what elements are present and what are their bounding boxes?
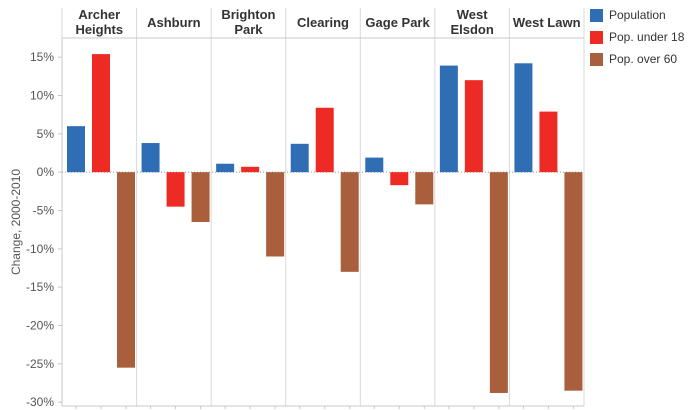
legend-item: Pop. over 60 xyxy=(590,50,700,68)
y-tick-label: 15% xyxy=(30,50,54,64)
bar xyxy=(92,54,110,173)
bar xyxy=(117,172,135,368)
legend-item: Pop. under 18 xyxy=(590,28,700,46)
bar xyxy=(564,172,583,391)
legend-label: Population xyxy=(609,8,666,22)
bar xyxy=(415,172,434,205)
bar xyxy=(464,80,483,173)
category-header: Archer xyxy=(78,7,120,22)
y-tick-label: -10% xyxy=(26,242,54,256)
y-tick-label: 5% xyxy=(37,127,55,141)
y-axis-label: Change, 2000-2010 xyxy=(9,169,23,275)
y-tick-label: -30% xyxy=(26,395,54,409)
bar xyxy=(67,126,85,173)
category-header: Gage Park xyxy=(365,15,430,30)
category-header: Elsdon xyxy=(450,22,493,37)
bar xyxy=(539,111,558,173)
bar xyxy=(290,143,309,173)
legend-swatch xyxy=(590,30,603,44)
category-header: West Lawn xyxy=(513,15,581,30)
bar xyxy=(439,65,458,173)
y-tick-label: -20% xyxy=(26,319,54,333)
y-tick-label: -15% xyxy=(26,280,54,294)
bar xyxy=(340,172,359,272)
bar xyxy=(191,172,210,222)
bar xyxy=(266,172,285,257)
bar xyxy=(514,63,533,173)
category-header: West xyxy=(457,7,488,22)
bar xyxy=(489,172,508,393)
bar-chart: 15% 10% 5% 0% -5% -10% -15% -20% -25% -30% Change,… xyxy=(9,7,585,409)
y-tick-label: 0% xyxy=(37,165,55,179)
category-header: Ashburn xyxy=(147,15,201,30)
y-tick-label: -5% xyxy=(33,204,55,218)
y-tick-label: 10% xyxy=(30,89,54,103)
bar xyxy=(141,143,160,173)
bar xyxy=(315,107,334,173)
bar xyxy=(166,172,185,207)
bar xyxy=(216,163,235,173)
bar xyxy=(241,166,260,173)
category-header: Clearing xyxy=(297,15,349,30)
legend-swatch xyxy=(590,8,603,22)
legend-label: Pop. over 60 xyxy=(609,52,678,66)
y-tick-label: -25% xyxy=(26,357,54,371)
category-header: Brighton xyxy=(221,7,275,22)
legend-label: Pop. under 18 xyxy=(609,30,685,44)
legend-swatch xyxy=(590,52,603,66)
bar xyxy=(365,157,384,173)
category-header: Heights xyxy=(75,22,123,37)
category-header: Park xyxy=(234,22,263,37)
legend-item: Population xyxy=(590,6,700,24)
bar xyxy=(390,172,409,186)
legend: Population Pop. under 18 Pop. over 60 xyxy=(590,6,700,72)
